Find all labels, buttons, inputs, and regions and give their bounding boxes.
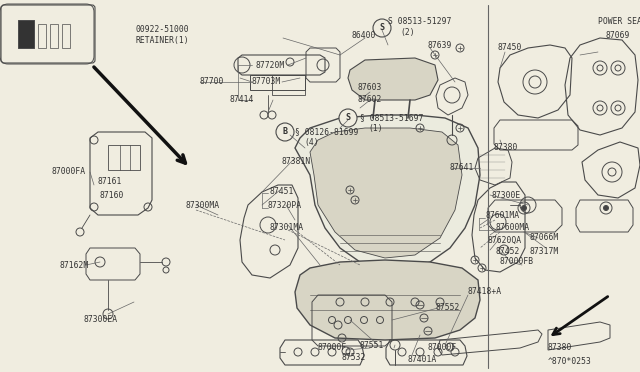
Text: 87160: 87160 [100, 190, 124, 199]
Polygon shape [295, 260, 480, 340]
Text: 87317M: 87317M [530, 247, 559, 257]
Text: 87551: 87551 [360, 340, 385, 350]
Circle shape [373, 19, 391, 37]
Text: 87552: 87552 [435, 304, 460, 312]
Text: 87639: 87639 [428, 41, 452, 49]
Text: 86400: 86400 [352, 31, 376, 39]
Text: B: B [282, 128, 287, 137]
Circle shape [339, 109, 357, 127]
Text: 87703M: 87703M [252, 77, 281, 87]
Text: 87451: 87451 [270, 187, 294, 196]
Text: 87700: 87700 [200, 77, 225, 87]
Text: 87381N: 87381N [282, 157, 311, 167]
Text: S 08513-51297: S 08513-51297 [388, 17, 451, 26]
Text: 00922-51000: 00922-51000 [135, 26, 189, 35]
Text: 87000FB: 87000FB [500, 257, 534, 266]
Text: POWER SEAT: POWER SEAT [598, 17, 640, 26]
Polygon shape [348, 58, 438, 100]
Text: 87380: 87380 [548, 343, 572, 353]
Bar [18, 20, 34, 48]
Circle shape [276, 123, 294, 141]
FancyBboxPatch shape [1, 5, 95, 63]
Text: S: S [346, 113, 351, 122]
Text: 87418+A: 87418+A [468, 288, 502, 296]
Text: 87301MA: 87301MA [270, 224, 304, 232]
Text: ^870*0253: ^870*0253 [548, 357, 592, 366]
Text: 87000F: 87000F [428, 343, 457, 353]
Text: 87069: 87069 [605, 31, 629, 39]
Text: 87601MA: 87601MA [485, 211, 519, 219]
Bar [50, 24, 58, 48]
Text: (4): (4) [304, 138, 319, 147]
Text: 87600MA: 87600MA [496, 224, 530, 232]
Text: 87602: 87602 [358, 96, 382, 105]
Text: § 08513-51697: § 08513-51697 [360, 113, 424, 122]
Text: 87300E: 87300E [492, 190, 521, 199]
Text: 87162M: 87162M [60, 260, 89, 269]
Text: 87300EA: 87300EA [84, 315, 118, 324]
Text: 87450: 87450 [497, 44, 522, 52]
Polygon shape [310, 128, 462, 258]
Text: 87414: 87414 [230, 96, 254, 105]
Text: 87380: 87380 [494, 144, 518, 153]
Circle shape [604, 205, 609, 211]
Polygon shape [295, 115, 480, 268]
Text: (1): (1) [368, 124, 383, 132]
Text: 87320PA: 87320PA [268, 201, 302, 209]
Bar [18, 20, 34, 48]
Text: 87300MA: 87300MA [185, 201, 219, 209]
Text: § 08126-81699: § 08126-81699 [295, 128, 358, 137]
Text: 87620QA: 87620QA [488, 235, 522, 244]
Bar [62, 24, 70, 48]
Text: 87401A: 87401A [408, 356, 437, 365]
Text: 87066M: 87066M [530, 234, 559, 243]
Text: 87603: 87603 [358, 83, 382, 93]
Circle shape [522, 205, 527, 211]
Text: 87161: 87161 [98, 177, 122, 186]
Text: 87000F: 87000F [318, 343, 348, 353]
Text: 87452: 87452 [495, 247, 520, 257]
Text: 87000FA: 87000FA [52, 167, 86, 176]
Text: 87720M: 87720M [255, 61, 284, 70]
Text: 87532: 87532 [342, 353, 366, 362]
Text: S: S [380, 23, 385, 32]
Bar [38, 24, 46, 48]
Text: (2): (2) [400, 28, 415, 36]
Text: RETAINER(1): RETAINER(1) [135, 35, 189, 45]
Text: 87641: 87641 [450, 164, 474, 173]
